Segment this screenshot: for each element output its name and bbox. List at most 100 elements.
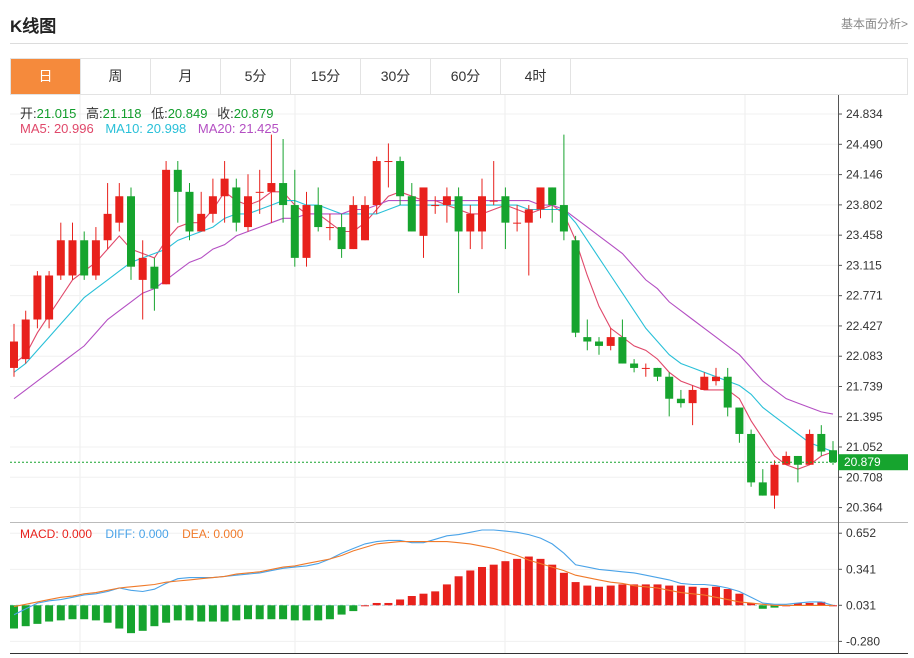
macd-bar-21 <box>255 605 264 620</box>
candle-body-52 <box>618 337 627 364</box>
macd-bar-61 <box>723 589 732 606</box>
candle-body-32 <box>384 161 393 163</box>
candle-58 <box>688 385 697 426</box>
macd-bar-36 <box>431 591 440 606</box>
period-tabs: 日 周 月 5分 15分 30分 60分 4时 <box>10 58 908 95</box>
candle-24 <box>290 169 299 267</box>
tab-30min[interactable]: 30分 <box>361 59 431 94</box>
candle-43 <box>513 205 522 232</box>
candle-14 <box>173 161 182 223</box>
candle-1 <box>21 310 30 364</box>
price-tick-label-0: 24.834 <box>846 107 883 121</box>
macd-bar-33 <box>396 599 405 606</box>
tab-month[interactable]: 月 <box>151 59 221 94</box>
candle-53 <box>630 359 639 373</box>
macd-bar-6 <box>80 605 89 620</box>
candle-body-2 <box>33 275 42 320</box>
candle-body-29 <box>349 205 358 250</box>
macd-bar-39 <box>466 570 475 606</box>
macd-bar-13 <box>162 605 171 623</box>
candle-10 <box>127 187 135 280</box>
macd-bar-62 <box>735 593 744 606</box>
candle-body-50 <box>595 341 603 346</box>
macd-bar-23 <box>279 605 288 620</box>
candle-2 <box>33 271 42 329</box>
candle-body-38 <box>454 196 463 232</box>
kline-chart[interactable]: 24.834 24.490 24.146 23.802 23.458 23.115 22.7… <box>0 95 914 658</box>
candle-62 <box>735 407 744 443</box>
tab-4hour[interactable]: 4时 <box>501 59 571 94</box>
header-divider <box>10 43 908 44</box>
macd-bar-17 <box>208 605 217 622</box>
candle-37 <box>442 187 451 223</box>
price-tick-label-5: 23.115 <box>846 258 882 272</box>
macd-bar-42 <box>501 561 510 606</box>
macd-histogram <box>10 556 837 634</box>
candle-body-42 <box>501 196 510 223</box>
macd-bar-2 <box>33 605 42 624</box>
candle-body-51 <box>606 337 615 346</box>
tab-week[interactable]: 周 <box>81 59 151 94</box>
open-value: 21.015 <box>36 106 77 121</box>
candle-body-45 <box>536 187 545 210</box>
macd-bar-7 <box>91 605 100 621</box>
candle-45 <box>536 187 545 219</box>
candle-body-28 <box>337 227 346 250</box>
macd-tick-label-0: 0.652 <box>846 526 876 540</box>
candle-body-0 <box>10 341 18 368</box>
tab-5min[interactable]: 5分 <box>221 59 291 94</box>
candle-body-7 <box>91 240 100 276</box>
candle-body-64 <box>758 482 767 496</box>
candle-15 <box>185 183 194 241</box>
candle-19 <box>232 178 241 232</box>
candlestick-series <box>10 134 837 509</box>
last-price-tag <box>838 454 908 471</box>
candle-46 <box>548 187 557 223</box>
macd-bar-41 <box>489 564 498 606</box>
macd-bar-8 <box>103 605 112 623</box>
candle-body-14 <box>173 169 182 192</box>
candle-50 <box>595 337 603 355</box>
macd-bar-48 <box>571 582 580 606</box>
macd-legend-value: MACD: 0.000 <box>20 527 93 541</box>
header: K线图 基本面分析> <box>0 0 914 44</box>
macd-lines <box>13 529 834 616</box>
macd-bar-46 <box>548 564 557 606</box>
candle-body-47 <box>559 205 568 232</box>
candle-26 <box>314 187 323 232</box>
candle-22 <box>267 134 276 223</box>
candle-body-20 <box>244 196 252 228</box>
ma10-legend: MA10: 20.998 <box>105 121 187 136</box>
tab-60min[interactable]: 60分 <box>431 59 501 94</box>
candle-body-70 <box>829 450 837 463</box>
price-axis: 24.834 24.490 24.146 23.802 23.458 23.115 22.7… <box>838 107 883 515</box>
candle-body-11 <box>138 257 147 280</box>
macd-bar-9 <box>115 605 124 629</box>
macd-bar-52 <box>618 584 627 606</box>
candle-body-25 <box>302 205 311 258</box>
candle-28 <box>337 213 346 258</box>
candle-body-46 <box>548 187 557 206</box>
price-tick-label-2: 24.146 <box>846 168 883 182</box>
price-tick-label-7: 22.427 <box>846 319 883 333</box>
candle-65 <box>770 460 779 509</box>
macd-bar-43 <box>513 558 522 606</box>
last-price-tag-label: 20.879 <box>844 455 881 469</box>
tab-15min[interactable]: 15分 <box>291 59 361 94</box>
macd-bar-56 <box>665 585 674 606</box>
candle-body-21 <box>255 191 264 193</box>
macd-bar-49 <box>583 585 592 606</box>
candle-body-58 <box>688 389 697 404</box>
candle-body-61 <box>723 376 732 408</box>
macd-tick-label-1: 0.341 <box>846 562 876 576</box>
candle-body-3 <box>45 275 54 320</box>
candle-body-68 <box>805 433 814 465</box>
candle-55 <box>653 367 662 382</box>
macd-bar-45 <box>536 558 545 606</box>
macd-bar-18 <box>220 605 229 622</box>
tab-day[interactable]: 日 <box>11 59 81 94</box>
candle-12 <box>150 257 159 311</box>
candle-body-53 <box>630 363 639 368</box>
candle-body-17 <box>208 196 217 214</box>
fundamental-analysis-link[interactable]: 基本面分析> <box>840 17 908 31</box>
